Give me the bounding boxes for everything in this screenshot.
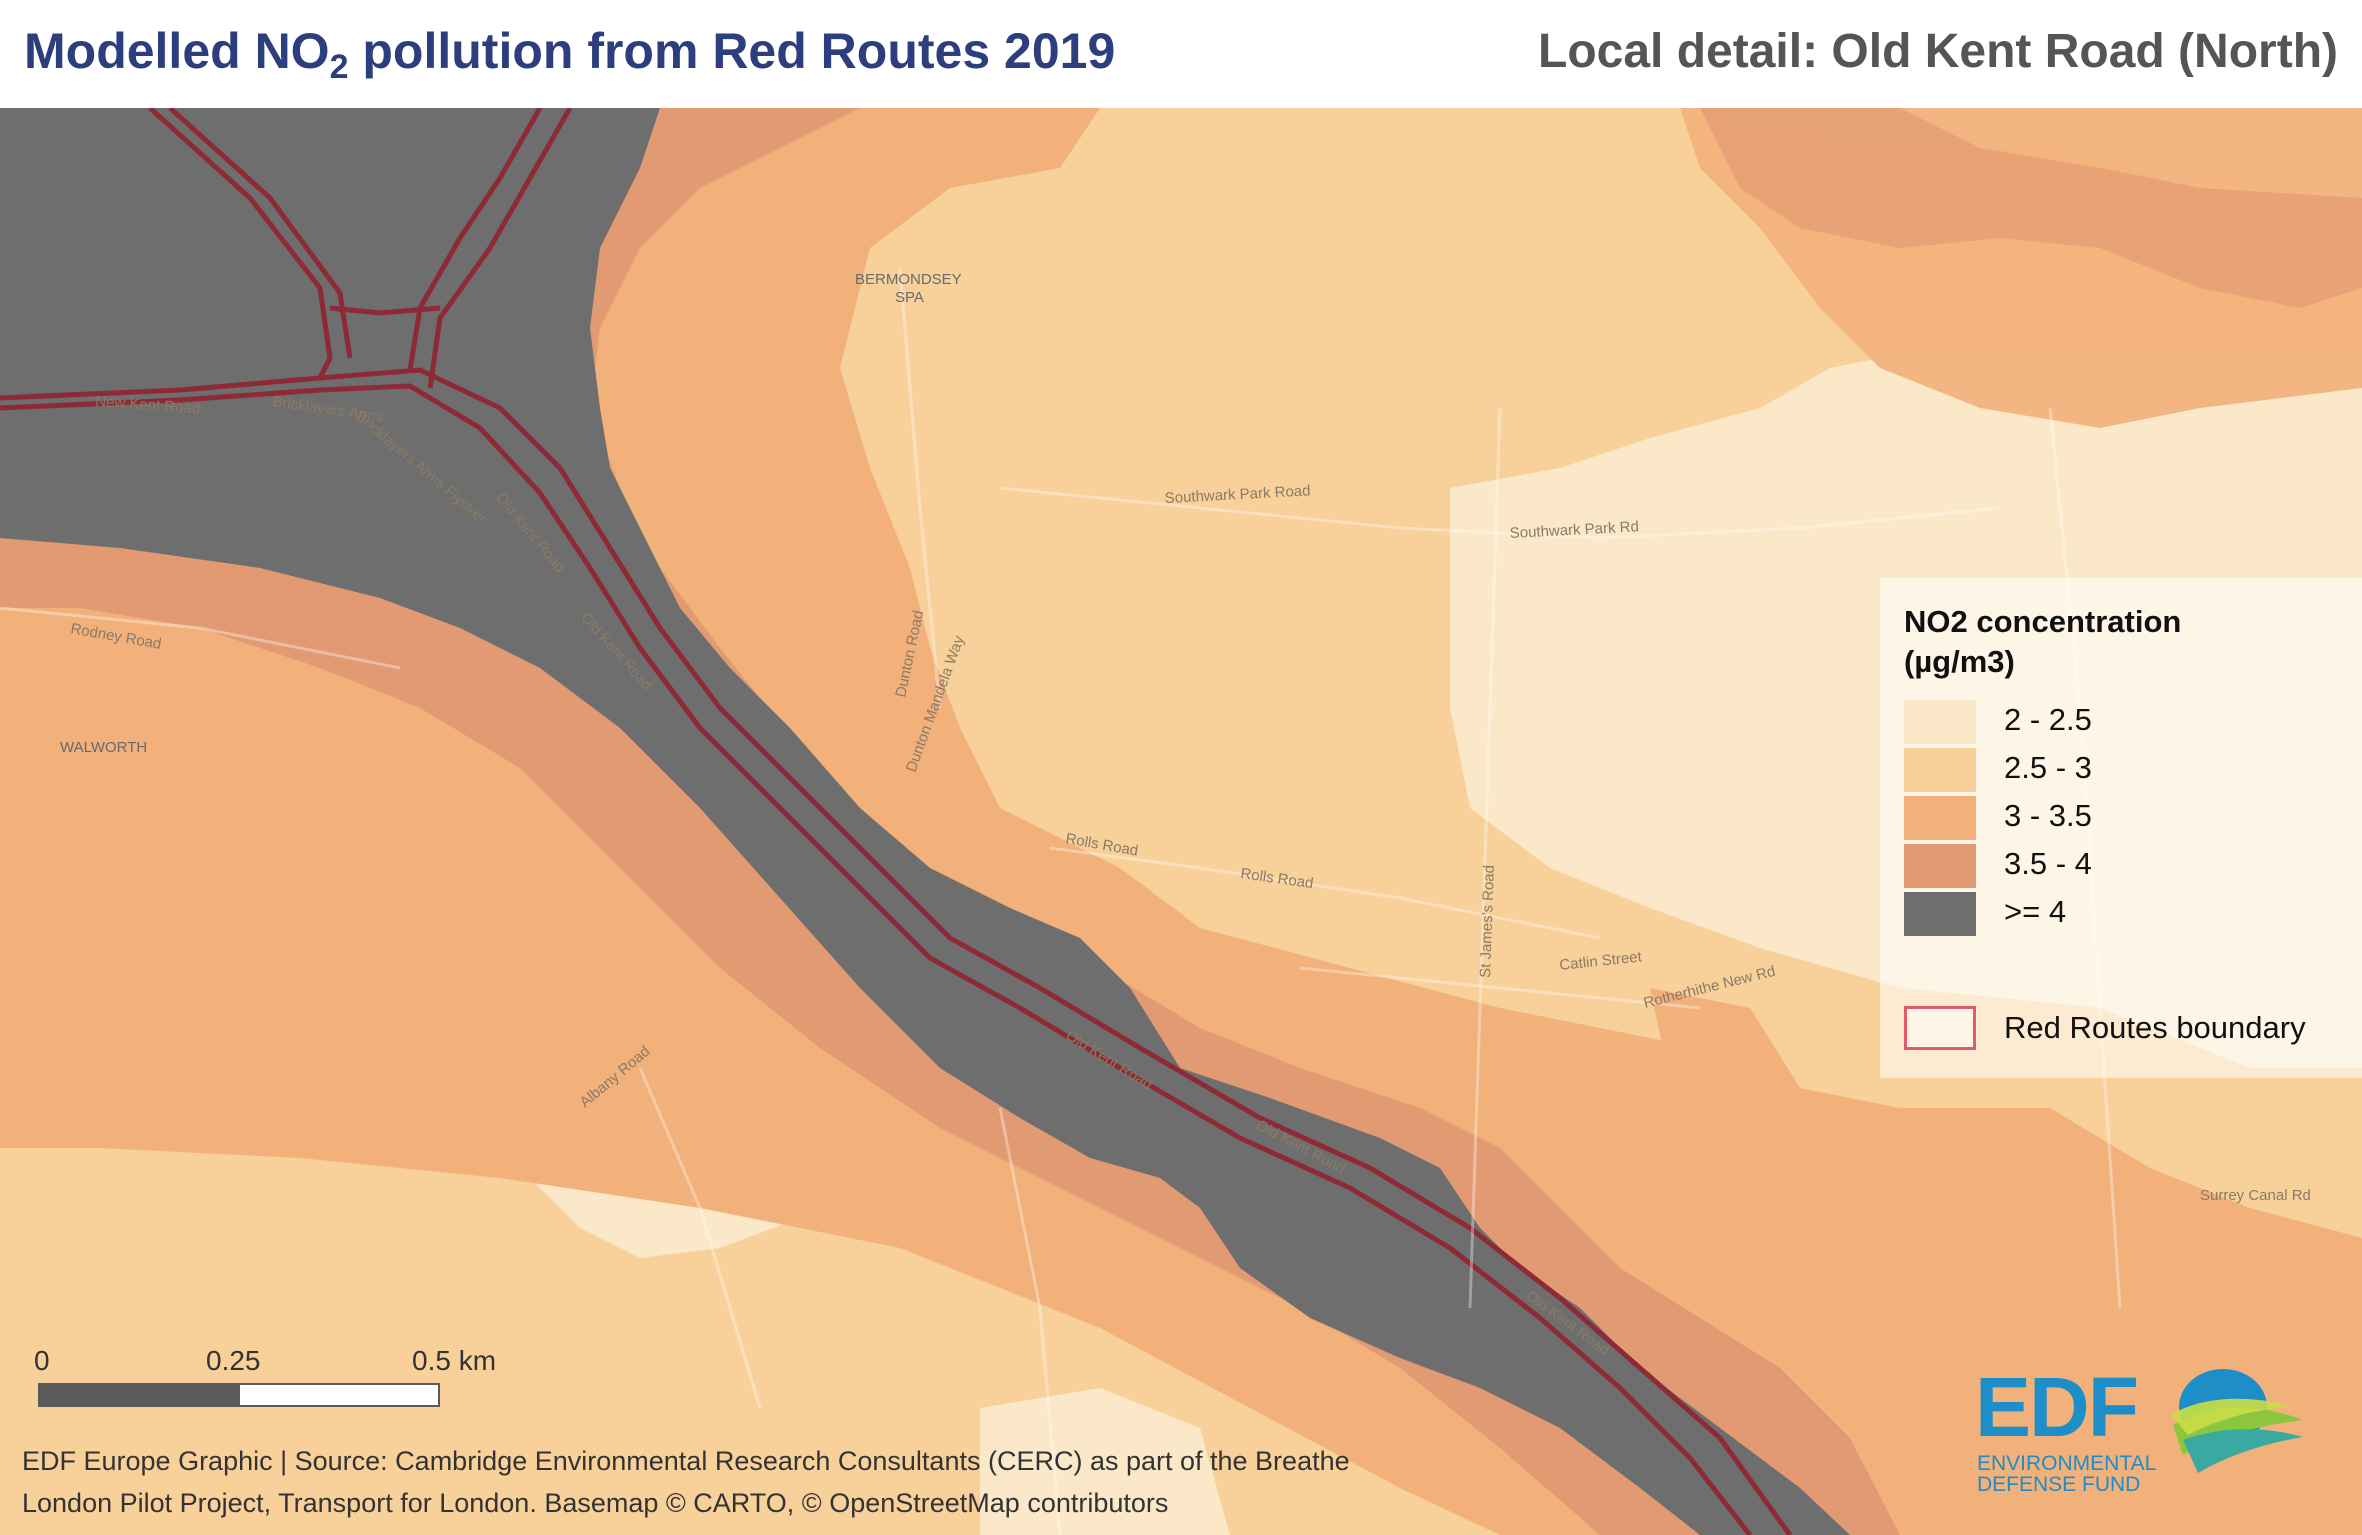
red-route-line [148,108,333,380]
road [898,267,942,709]
legend-swatch [1904,748,1976,792]
red-route-line [168,108,353,359]
road [638,1067,762,1409]
pollution-map[interactable]: BERMONDSEY SPA WALWORTH New Kent Road Br… [0,108,2362,1535]
legend-swatch [1904,796,1976,840]
scale-bar: 0 0.25 0.5 km [34,1345,496,1415]
logo-subtext: ENVIRONMENTAL [1977,1452,2157,1475]
legend-swatch [1904,700,1976,744]
legend-swatch [1904,844,1976,888]
street-label: Southwark Park Rd [1509,518,1639,542]
street-label: St James's Road [1477,865,1498,978]
zone-2-2-5 [980,1388,1230,1535]
legend-title: NO2 concentration (µg/m3) [1904,604,2182,679]
legend-boundary-swatch [1904,1006,1976,1050]
scale-tick-label: 0.25 [206,1345,261,1376]
page-subtitle: Local detail: Old Kent Road (North) [1538,25,2338,78]
red-routes-boundary [0,108,1793,1535]
source-credit: EDF Europe Graphic | Source: Cambridge E… [22,1446,1350,1518]
road [1049,846,1601,940]
logo-wordmark: EDF [1975,1360,2139,1454]
scale-tick-label: 0 [34,1345,50,1376]
road [999,486,2001,540]
road [0,606,401,670]
zone-3-5-4 [1700,108,2362,308]
area-label: WALWORTH [60,739,147,756]
globe-swoosh-icon [2171,1369,2303,1473]
edf-logo: EDF ENVIRONMENTAL DEFENSE FUND [1975,1365,2305,1500]
road [998,1107,1062,1535]
road [1299,966,1701,1010]
scale-tick-label: 0.5 km [412,1345,497,1376]
red-route-line [329,305,441,316]
road [1468,407,1502,1309]
area-label: SPA [895,289,924,306]
legend-swatch [1904,892,1976,936]
street-label: Surrey Canal Rd [2200,1187,2311,1204]
area-label: BERMONDSEY [855,271,962,288]
scale-segment-dark [38,1383,242,1407]
red-route-line [0,383,1752,1535]
red-route-line [427,108,573,389]
red-route-line [407,108,543,371]
map-legend: NO2 concentration (µg/m3) 2 - 2.5 2.5 - … [1880,578,2362,1078]
logo-subtext: DEFENSE FUND [1977,1473,2141,1496]
header: Modelled NO2 pollution from Red Routes 2… [0,0,2362,108]
red-route-line [0,367,1793,1535]
basemap-roads [0,267,2122,1535]
page-title: Modelled NO2 pollution from Red Routes 2… [24,23,1116,86]
scale-segment-light [238,1383,440,1407]
